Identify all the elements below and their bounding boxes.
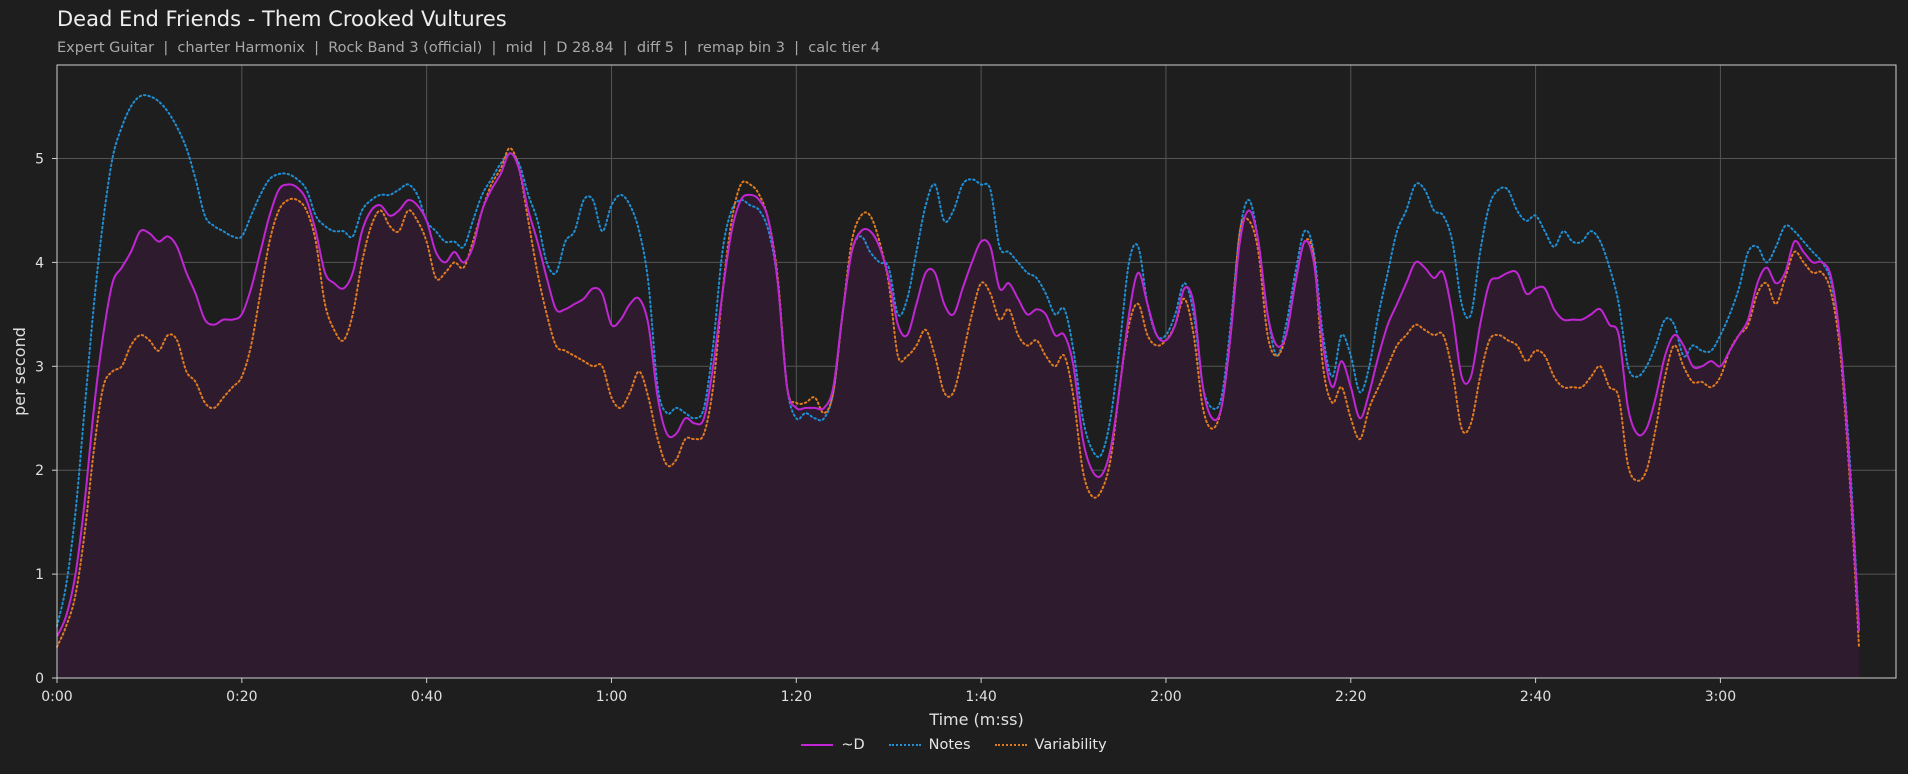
series-layer [56,94,1860,679]
chart-title: Dead End Friends - Them Crooked Vultures [57,7,507,31]
y-tick-label: 2 [35,463,44,479]
plot-frame [56,64,1897,679]
x-axis-label: Time (m:ss) [928,710,1023,729]
y-axis-label: per second [10,327,29,416]
x-tick-label: 1:20 [781,689,812,705]
x-tick-label: 0:40 [411,689,442,705]
y-tick-label: 3 [35,359,44,375]
legend-label-variability: Variability [1034,737,1107,753]
y-tick-label: 0 [35,671,44,687]
series-line-notes [56,94,1860,628]
series-line-d [56,152,1860,637]
x-tick-label: 1:40 [965,689,996,705]
x-tick-label: 0:00 [41,689,72,705]
series-fill-d [57,153,1859,679]
legend-item-d: ~D [801,737,865,753]
x-tick-label: 2:40 [1520,689,1551,705]
x-tick-label: 0:20 [226,689,257,705]
legend-item-variability: Variability [994,737,1107,753]
x-tick-label: 1:00 [596,689,627,705]
legend-label-notes: Notes [928,737,971,753]
y-tick-label: 4 [35,255,44,271]
legend-swatch-d [801,744,834,746]
y-tick-label: 5 [35,152,44,168]
legend-swatch-notes [888,744,921,746]
axis-ticks: 0:00 0:20 0:40 1:00 1:20 1:40 2:00 2:20 2:40 3:00… [35,152,1736,705]
x-tick-label: 2:00 [1150,689,1181,705]
legend: ~D Notes Variability [0,737,1908,753]
x-tick-label: 2:20 [1335,689,1366,705]
legend-label-d: ~D [841,737,865,753]
legend-item-notes: Notes [888,737,971,753]
chart-subtitle: Expert Guitar | charter Harmonix | Rock … [57,40,881,56]
x-tick-label: 3:00 [1705,689,1736,705]
legend-swatch-variability [994,744,1027,746]
y-tick-label: 1 [35,567,44,583]
